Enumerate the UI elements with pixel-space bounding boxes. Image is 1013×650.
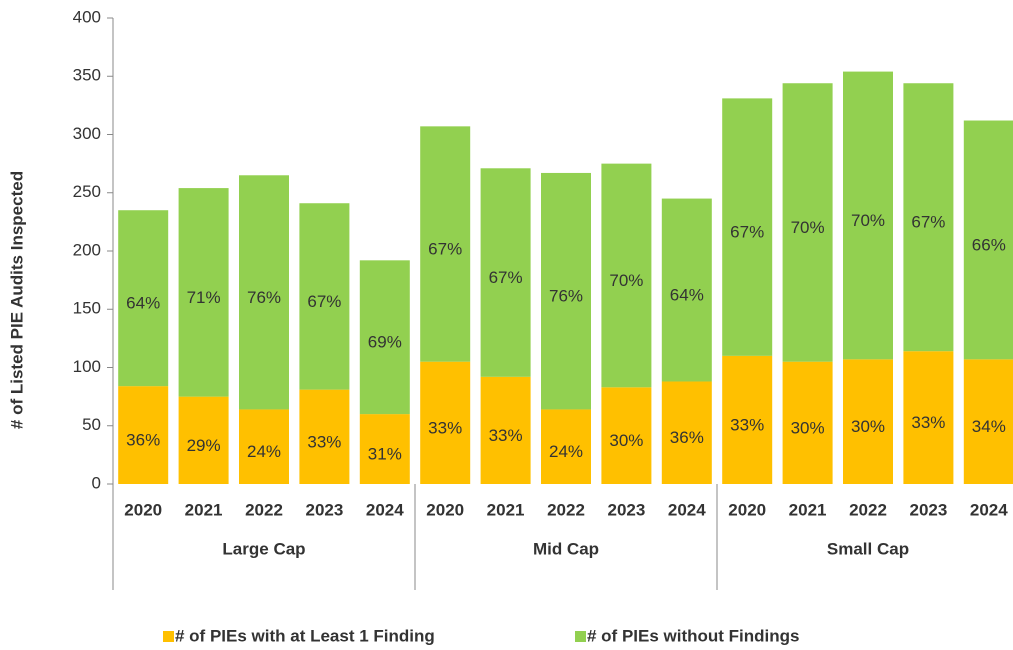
bar-segment <box>963 359 1013 484</box>
x-tick-label: 2024 <box>970 500 1008 519</box>
bar-segment <box>239 409 289 484</box>
y-tick-label: 0 <box>92 473 101 492</box>
bar-segment <box>118 386 169 484</box>
share-label: 30% <box>791 418 825 437</box>
share-label: 36% <box>126 431 160 450</box>
y-tick-label: 100 <box>73 357 101 376</box>
x-tick-label: 2021 <box>185 500 223 519</box>
x-tick-label: 2020 <box>124 500 162 519</box>
bar-segment <box>359 260 410 415</box>
share-label: 70% <box>609 271 643 290</box>
share-label: 69% <box>368 333 402 352</box>
share-label: 24% <box>247 442 281 461</box>
bar-segment <box>480 168 531 377</box>
bar-segment <box>480 376 531 484</box>
legend-swatch <box>575 631 586 642</box>
group-label: Small Cap <box>827 539 909 558</box>
bar-segment <box>661 381 712 484</box>
bar-segment <box>420 361 471 484</box>
bar-segment <box>601 163 652 388</box>
share-label: 70% <box>851 211 885 230</box>
y-tick-label: 250 <box>73 182 101 201</box>
share-label: 29% <box>187 436 221 455</box>
share-label: 33% <box>489 426 523 445</box>
x-tick-label: 2023 <box>305 500 343 519</box>
share-label: 33% <box>911 413 945 432</box>
y-tick-label: 50 <box>82 415 101 434</box>
share-label: 64% <box>126 294 160 313</box>
share-label: 76% <box>247 288 281 307</box>
share-label: 30% <box>851 417 885 436</box>
legend-label: # of PIEs with at Least 1 Finding <box>175 626 435 645</box>
x-tick-label: 2020 <box>426 500 464 519</box>
legend-swatch <box>163 631 174 642</box>
share-label: 71% <box>187 288 221 307</box>
bar-segment <box>661 198 712 382</box>
bar-segment <box>782 83 833 362</box>
share-label: 67% <box>489 268 523 287</box>
share-label: 30% <box>609 431 643 450</box>
x-tick-label: 2024 <box>668 500 706 519</box>
bar-segment <box>359 414 410 484</box>
y-tick-label: 150 <box>73 299 101 318</box>
bar-segment <box>420 126 471 362</box>
share-label: 64% <box>670 286 704 305</box>
x-tick-label: 2022 <box>849 500 887 519</box>
bar-segment <box>178 188 229 397</box>
group-label: Large Cap <box>222 539 305 558</box>
y-tick-label: 300 <box>73 124 101 143</box>
bar-segment <box>903 83 954 352</box>
bar-segment <box>782 361 833 484</box>
bar-segment <box>178 396 229 484</box>
x-tick-label: 2022 <box>245 500 283 519</box>
share-label: 66% <box>972 235 1006 254</box>
bar-segment <box>722 355 773 484</box>
bar-segment <box>541 172 591 410</box>
share-label: 76% <box>549 287 583 306</box>
share-label: 24% <box>549 442 583 461</box>
y-tick-label: 400 <box>73 7 101 26</box>
bar-segment <box>118 210 169 387</box>
x-tick-label: 2020 <box>728 500 766 519</box>
share-label: 67% <box>307 292 341 311</box>
legend-label: # of PIEs without Findings <box>587 626 800 645</box>
share-label: 70% <box>791 218 825 237</box>
x-tick-label: 2021 <box>789 500 827 519</box>
bar-segment <box>722 98 773 356</box>
bar-segment <box>299 203 350 390</box>
share-label: 31% <box>368 445 402 464</box>
share-label: 33% <box>730 415 764 434</box>
share-label: 34% <box>972 417 1006 436</box>
x-tick-label: 2021 <box>487 500 525 519</box>
x-tick-label: 2023 <box>909 500 947 519</box>
share-label: 67% <box>428 239 462 258</box>
bar-segment <box>299 389 350 484</box>
share-label: 33% <box>307 432 341 451</box>
bar-segment <box>601 387 652 484</box>
bar-segment <box>541 409 591 484</box>
share-label: 67% <box>730 223 764 242</box>
y-tick-label: 350 <box>73 66 101 85</box>
y-tick-label: 200 <box>73 240 101 259</box>
x-tick-label: 2024 <box>366 500 404 519</box>
y-axis-label: # of Listed PIE Audits Inspected <box>7 171 26 429</box>
share-label: 36% <box>670 428 704 447</box>
x-tick-label: 2022 <box>547 500 585 519</box>
bar-segment <box>963 120 1013 360</box>
share-label: 33% <box>428 418 462 437</box>
x-tick-label: 2023 <box>607 500 645 519</box>
bar-segment <box>239 175 289 410</box>
group-label: Mid Cap <box>533 539 599 558</box>
share-label: 67% <box>911 213 945 232</box>
bar-segment <box>843 359 893 484</box>
bar-segment <box>843 71 893 360</box>
bar-segment <box>903 351 954 484</box>
